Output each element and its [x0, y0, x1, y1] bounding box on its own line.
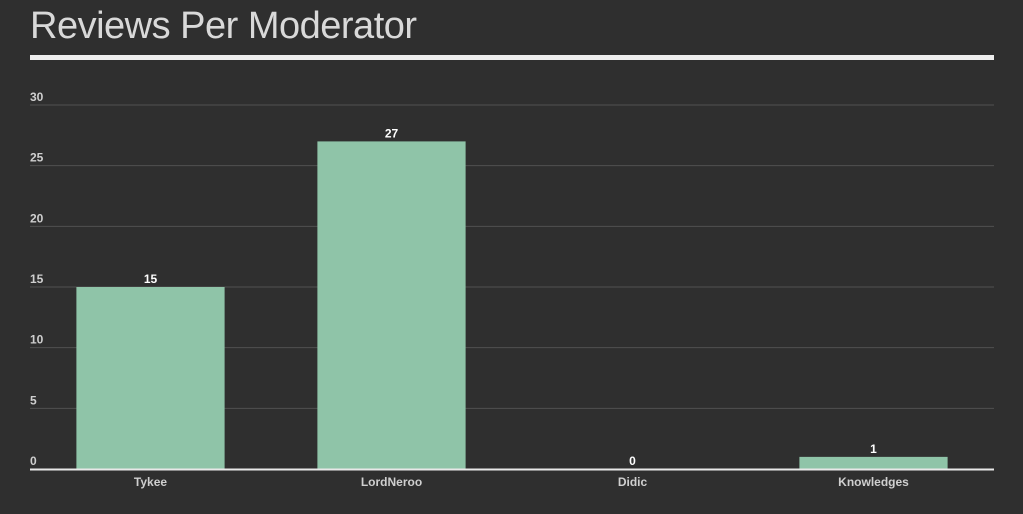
bar-knowledges[interactable]	[799, 456, 948, 469]
bars	[76, 141, 948, 469]
value-label-knowledges: 1	[870, 442, 877, 456]
chart-title: Reviews Per Moderator	[30, 5, 417, 47]
y-axis-ticks: 0 5 10 15 20 25 30	[30, 90, 44, 468]
title-underline	[30, 55, 994, 60]
x-axis-labels: Tykee LordNeroo Didic Knowledges	[134, 475, 909, 489]
y-tick-label: 15	[30, 272, 44, 286]
x-tick-label-lordneroo: LordNeroo	[361, 475, 422, 489]
y-tick-label: 10	[30, 333, 44, 347]
value-label-tykee: 15	[144, 272, 158, 286]
y-tick-label: 30	[30, 90, 44, 104]
y-tick-label: 5	[30, 393, 37, 407]
x-tick-label-knowledges: Knowledges	[838, 475, 909, 489]
value-label-lordneroo: 27	[385, 126, 399, 140]
value-label-didic: 0	[629, 454, 636, 468]
y-tick-label: 20	[30, 211, 44, 225]
bar-tykee[interactable]	[76, 287, 225, 469]
y-tick-label: 0	[30, 454, 37, 468]
y-tick-label: 25	[30, 151, 44, 165]
x-tick-label-tykee: Tykee	[134, 475, 167, 489]
bar-lordneroo[interactable]	[317, 141, 466, 469]
x-tick-label-didic: Didic	[618, 475, 648, 489]
value-labels: 15 27 0 1	[144, 126, 877, 468]
